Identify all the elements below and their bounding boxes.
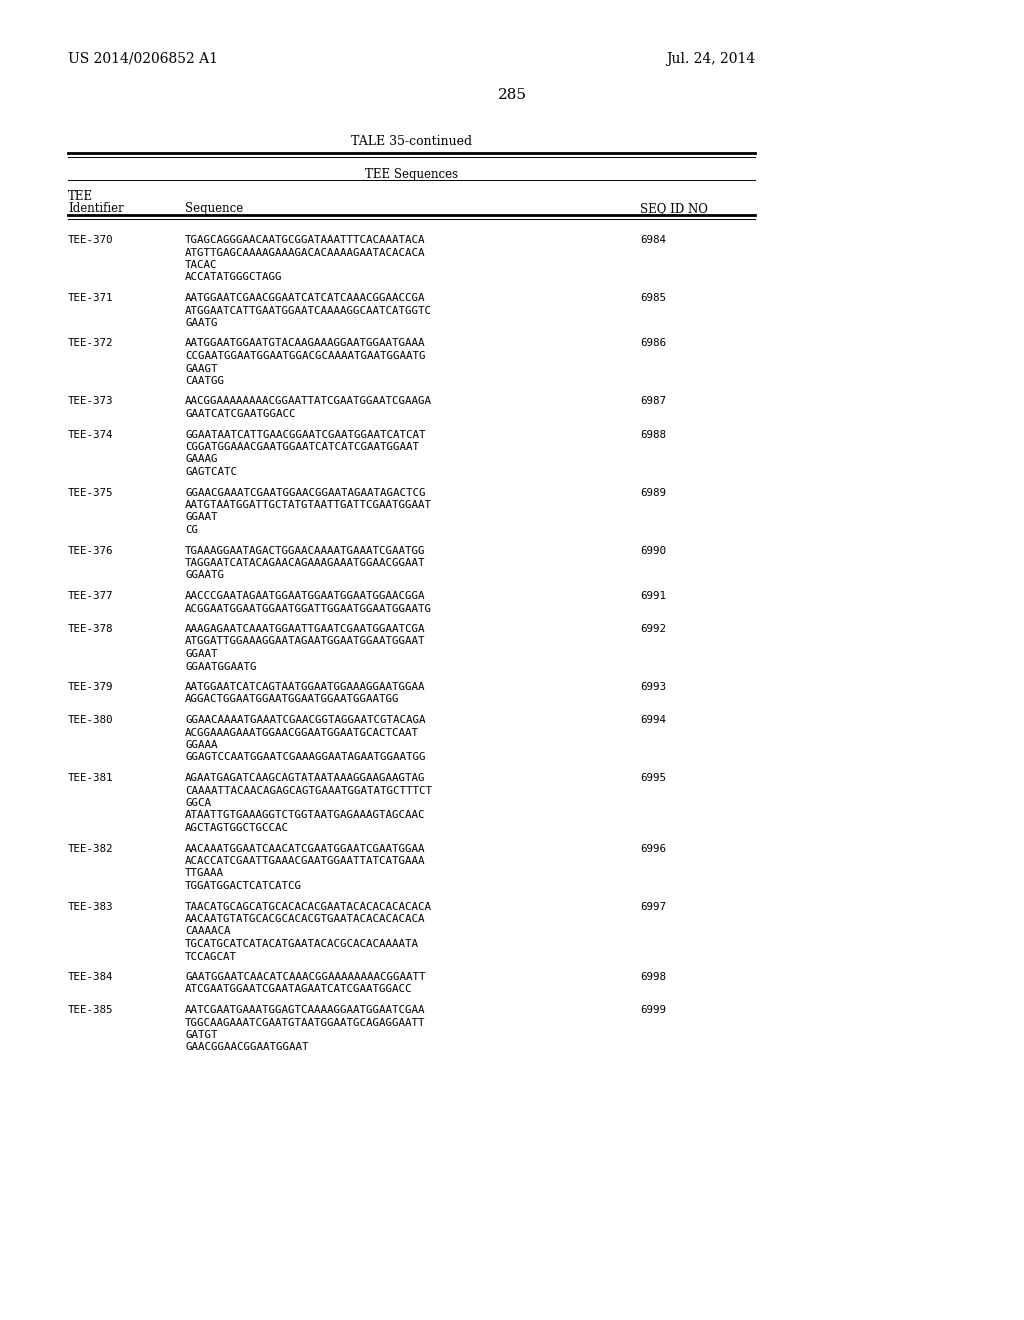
Text: 6989: 6989 <box>640 487 666 498</box>
Text: GATGT: GATGT <box>185 1030 217 1040</box>
Text: AATGTAATGGATTGCTATGTAATTGATTCGAATGGAAT: AATGTAATGGATTGCTATGTAATTGATTCGAATGGAAT <box>185 500 432 510</box>
Text: GAATG: GAATG <box>185 318 217 327</box>
Text: 6991: 6991 <box>640 591 666 601</box>
Text: GAATCATCGAATGGACC: GAATCATCGAATGGACC <box>185 409 296 418</box>
Text: TGCATGCATCATACATGAATACACGCACACAAAATA: TGCATGCATCATACATGAATACACGCACACAAAATA <box>185 939 419 949</box>
Text: TEE-383: TEE-383 <box>68 902 114 912</box>
Text: 6998: 6998 <box>640 972 666 982</box>
Text: US 2014/0206852 A1: US 2014/0206852 A1 <box>68 51 218 66</box>
Text: ATGTTGAGCAAAAGAAAGACACAAAAGAATACACACA: ATGTTGAGCAAAAGAAAGACACAAAAGAATACACACA <box>185 248 426 257</box>
Text: TEE-380: TEE-380 <box>68 715 114 725</box>
Text: TTGAAA: TTGAAA <box>185 869 224 879</box>
Text: 6996: 6996 <box>640 843 666 854</box>
Text: ACCATATGGGCTAGG: ACCATATGGGCTAGG <box>185 272 283 282</box>
Text: TGGCAAGAAATCGAATGTAATGGAATGCAGAGGAATT: TGGCAAGAAATCGAATGTAATGGAATGCAGAGGAATT <box>185 1018 426 1027</box>
Text: CAATGG: CAATGG <box>185 376 224 385</box>
Text: GAACGGAACGGAATGGAAT: GAACGGAACGGAATGGAAT <box>185 1043 308 1052</box>
Text: 285: 285 <box>498 88 526 102</box>
Text: AGAATGAGATCAAGCAGTATAATAAAGGAAGAAGTAG: AGAATGAGATCAAGCAGTATAATAAAGGAAGAAGTAG <box>185 774 426 783</box>
Text: AAAGAGAATCAAATGGAATTGAATCGAATGGAATCGA: AAAGAGAATCAAATGGAATTGAATCGAATGGAATCGA <box>185 624 426 634</box>
Text: 6997: 6997 <box>640 902 666 912</box>
Text: CCGAATGGAATGGAATGGACGCAAAATGAATGGAATG: CCGAATGGAATGGAATGGACGCAAAATGAATGGAATG <box>185 351 426 360</box>
Text: TCCAGCAT: TCCAGCAT <box>185 952 237 961</box>
Text: TEE-377: TEE-377 <box>68 591 114 601</box>
Text: ATAATTGTGAAAGGTCTGGTAATGAGAAAGTAGCAAC: ATAATTGTGAAAGGTCTGGTAATGAGAAAGTAGCAAC <box>185 810 426 821</box>
Text: SEQ ID NO: SEQ ID NO <box>640 202 708 215</box>
Text: GAAAG: GAAAG <box>185 454 217 465</box>
Text: TGAGCAGGGAACAATGCGGATAAATTTCACAAATACA: TGAGCAGGGAACAATGCGGATAAATTTCACAAATACA <box>185 235 426 246</box>
Text: AACGGAAAAAAAACGGAATTATCGAATGGAATCGAAGA: AACGGAAAAAAAACGGAATTATCGAATGGAATCGAAGA <box>185 396 432 407</box>
Text: 6992: 6992 <box>640 624 666 634</box>
Text: GGAGTCCAATGGAATCGAAAGGAATAGAATGGAATGG: GGAGTCCAATGGAATCGAAAGGAATAGAATGGAATGG <box>185 752 426 763</box>
Text: TAACATGCAGCATGCACACACGAATACACACACACACA: TAACATGCAGCATGCACACACGAATACACACACACACA <box>185 902 432 912</box>
Text: CGGATGGAAACGAATGGAATCATCATCGAATGGAAT: CGGATGGAAACGAATGGAATCATCATCGAATGGAAT <box>185 442 419 451</box>
Text: Identifier: Identifier <box>68 202 124 215</box>
Text: AACAATGTATGCACGCACACGTGAATACACACACACA: AACAATGTATGCACGCACACGTGAATACACACACACA <box>185 913 426 924</box>
Text: TEE-379: TEE-379 <box>68 682 114 692</box>
Text: ATGGAATCATTGAATGGAATCAAAAGGCAATCATGGTC: ATGGAATCATTGAATGGAATCAAAAGGCAATCATGGTC <box>185 305 432 315</box>
Text: TEE-376: TEE-376 <box>68 545 114 556</box>
Text: AATCGAATGAAATGGAGTCAAAAGGAATGGAATCGAA: AATCGAATGAAATGGAGTCAAAAGGAATGGAATCGAA <box>185 1005 426 1015</box>
Text: AACAAATGGAATCAACATCGAATGGAATCGAATGGAA: AACAAATGGAATCAACATCGAATGGAATCGAATGGAA <box>185 843 426 854</box>
Text: AGCTAGTGGCTGCCAC: AGCTAGTGGCTGCCAC <box>185 822 289 833</box>
Text: TEE-372: TEE-372 <box>68 338 114 348</box>
Text: AATGGAATCATCAGTAATGGAATGGAAAGGAATGGAA: AATGGAATCATCAGTAATGGAATGGAAAGGAATGGAA <box>185 682 426 692</box>
Text: CAAAATTACAACAGAGCAGTGAAATGGATATGCTTTCT: CAAAATTACAACAGAGCAGTGAAATGGATATGCTTTCT <box>185 785 432 796</box>
Text: CAAAACA: CAAAACA <box>185 927 230 936</box>
Text: GGAATGGAATG: GGAATGGAATG <box>185 661 256 672</box>
Text: GGAACAAAATGAAATCGAACGGTAGGAATCGTACAGA: GGAACAAAATGAAATCGAACGGTAGGAATCGTACAGA <box>185 715 426 725</box>
Text: TEE-385: TEE-385 <box>68 1005 114 1015</box>
Text: TALE 35-continued: TALE 35-continued <box>351 135 472 148</box>
Text: ACGGAATGGAATGGAATGGATTGGAATGGAATGGAATG: ACGGAATGGAATGGAATGGATTGGAATGGAATGGAATG <box>185 603 432 614</box>
Text: 6994: 6994 <box>640 715 666 725</box>
Text: 6984: 6984 <box>640 235 666 246</box>
Text: GAATGGAATCAACATCAAACGGAAAAAAAACGGAATT: GAATGGAATCAACATCAAACGGAAAAAAAACGGAATT <box>185 972 426 982</box>
Text: AATGGAATGGAATGTACAAGAAAGGAATGGAATGAAA: AATGGAATGGAATGTACAAGAAAGGAATGGAATGAAA <box>185 338 426 348</box>
Text: 6988: 6988 <box>640 429 666 440</box>
Text: TEE-370: TEE-370 <box>68 235 114 246</box>
Text: GGCA: GGCA <box>185 799 211 808</box>
Text: 6990: 6990 <box>640 545 666 556</box>
Text: TEE-371: TEE-371 <box>68 293 114 304</box>
Text: TGGATGGACTCATCATCG: TGGATGGACTCATCATCG <box>185 880 302 891</box>
Text: TEE Sequences: TEE Sequences <box>366 168 459 181</box>
Text: AACCCGAATAGAATGGAATGGAATGGAATGGAACGGA: AACCCGAATAGAATGGAATGGAATGGAATGGAACGGA <box>185 591 426 601</box>
Text: 6995: 6995 <box>640 774 666 783</box>
Text: TEE-374: TEE-374 <box>68 429 114 440</box>
Text: TACAC: TACAC <box>185 260 217 271</box>
Text: TEE-384: TEE-384 <box>68 972 114 982</box>
Text: TEE-381: TEE-381 <box>68 774 114 783</box>
Text: 6993: 6993 <box>640 682 666 692</box>
Text: ACGGAAAGAAATGGAACGGAATGGAATGCACTCAAT: ACGGAAAGAAATGGAACGGAATGGAATGCACTCAAT <box>185 727 419 738</box>
Text: TEE-382: TEE-382 <box>68 843 114 854</box>
Text: GGAAT: GGAAT <box>185 512 217 523</box>
Text: ACACCATCGAATTGAAACGAATGGAATTATCATGAAA: ACACCATCGAATTGAAACGAATGGAATTATCATGAAA <box>185 855 426 866</box>
Text: 6985: 6985 <box>640 293 666 304</box>
Text: TEE: TEE <box>68 190 93 203</box>
Text: TGAAAGGAATAGACTGGAACAAAATGAAATCGAATGG: TGAAAGGAATAGACTGGAACAAAATGAAATCGAATGG <box>185 545 426 556</box>
Text: 6987: 6987 <box>640 396 666 407</box>
Text: 6999: 6999 <box>640 1005 666 1015</box>
Text: Jul. 24, 2014: Jul. 24, 2014 <box>666 51 755 66</box>
Text: ATGGATTGGAAAGGAATAGAATGGAATGGAATGGAAT: ATGGATTGGAAAGGAATAGAATGGAATGGAATGGAAT <box>185 636 426 647</box>
Text: CG: CG <box>185 525 198 535</box>
Text: GAAGT: GAAGT <box>185 363 217 374</box>
Text: ATCGAATGGAATCGAATAGAATCATCGAATGGACC: ATCGAATGGAATCGAATAGAATCATCGAATGGACC <box>185 985 413 994</box>
Text: GGAAT: GGAAT <box>185 649 217 659</box>
Text: TEE-373: TEE-373 <box>68 396 114 407</box>
Text: GGAAA: GGAAA <box>185 741 217 750</box>
Text: TAGGAATCATACAGAACAGAAAGAAATGGAACGGAAT: TAGGAATCATACAGAACAGAAAGAAATGGAACGGAAT <box>185 558 426 568</box>
Text: 6986: 6986 <box>640 338 666 348</box>
Text: TEE-378: TEE-378 <box>68 624 114 634</box>
Text: GGAATAATCATTGAACGGAATCGAATGGAATCATCAT: GGAATAATCATTGAACGGAATCGAATGGAATCATCAT <box>185 429 426 440</box>
Text: AATGGAATCGAACGGAATCATCATCAAACGGAACCGA: AATGGAATCGAACGGAATCATCATCAAACGGAACCGA <box>185 293 426 304</box>
Text: AGGACTGGAATGGAATGGAATGGAATGGAATGG: AGGACTGGAATGGAATGGAATGGAATGGAATGG <box>185 694 399 705</box>
Text: GAGTCATC: GAGTCATC <box>185 467 237 477</box>
Text: GGAACGAAATCGAATGGAACGGAATAGAATAGACTCG: GGAACGAAATCGAATGGAACGGAATAGAATAGACTCG <box>185 487 426 498</box>
Text: GGAATG: GGAATG <box>185 570 224 581</box>
Text: TEE-375: TEE-375 <box>68 487 114 498</box>
Text: Sequence: Sequence <box>185 202 244 215</box>
